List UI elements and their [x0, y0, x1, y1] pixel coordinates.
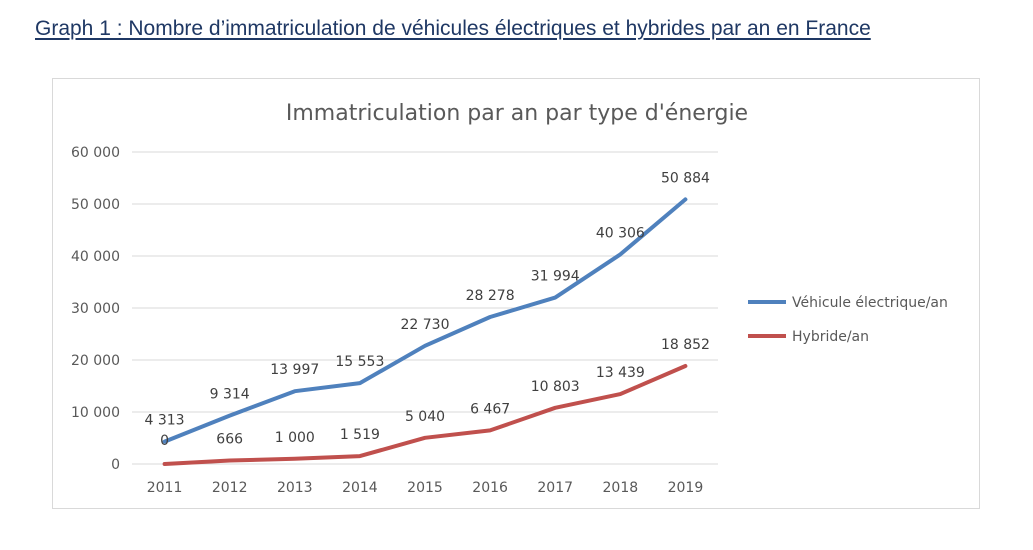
legend-label: Véhicule électrique/an	[792, 295, 948, 311]
series-line-electrique	[162, 197, 688, 444]
legend-label: Hybride/an	[792, 329, 869, 345]
data-label: 40 306	[596, 225, 645, 241]
data-label: 15 553	[335, 354, 384, 370]
y-tick-label: 10 000	[71, 405, 120, 421]
x-tick-label: 2011	[147, 480, 183, 496]
y-axis-ticks: 0 10 000 20 000 30 000 40 000 50 000 60 000	[71, 145, 120, 473]
series-line-hybride	[162, 364, 688, 466]
data-label: 666	[216, 432, 243, 448]
y-tick-label: 30 000	[71, 301, 120, 317]
x-tick-label: 2018	[603, 480, 639, 496]
x-axis-ticks: 2011 2012 2013 2014 2015 2016 2017 2018 2019	[147, 480, 704, 496]
data-labels: 4 313 9 314 13 997 15 553 22 730 28 278 31 994…	[145, 170, 711, 449]
data-label: 13 997	[270, 362, 319, 378]
page-heading: Graph 1 : Nombre d’immatriculation de vé…	[35, 17, 871, 40]
x-tick-label: 2015	[407, 480, 443, 496]
data-label: 5 040	[405, 409, 445, 425]
data-label: 10 803	[531, 379, 580, 395]
data-label: 1 519	[340, 427, 380, 443]
x-tick-label: 2019	[668, 480, 704, 496]
chart-title: Immatriculation par an par type d'énergi…	[286, 101, 748, 126]
data-label: 1 000	[275, 430, 315, 446]
data-label: 13 439	[596, 365, 645, 381]
data-label: 6 467	[470, 401, 510, 417]
y-tick-label: 0	[111, 457, 120, 473]
y-tick-label: 60 000	[71, 145, 120, 161]
x-tick-label: 2016	[472, 480, 508, 496]
y-tick-label: 50 000	[71, 197, 120, 213]
data-label: 22 730	[401, 317, 450, 333]
data-label: 9 314	[210, 387, 250, 403]
data-label: 28 278	[466, 288, 515, 304]
y-tick-label: 20 000	[71, 353, 120, 369]
data-label: 18 852	[661, 337, 710, 353]
data-label: 4 313	[145, 413, 185, 429]
series-lines	[162, 197, 688, 466]
legend: Véhicule électrique/an Hybride/an	[748, 295, 948, 345]
x-tick-label: 2014	[342, 480, 378, 496]
y-tick-label: 40 000	[71, 249, 120, 265]
x-tick-label: 2013	[277, 480, 313, 496]
data-label: 31 994	[531, 269, 580, 285]
gridlines	[132, 151, 718, 465]
data-label: 50 884	[661, 170, 710, 186]
data-label: 0	[160, 433, 169, 449]
chart-frame	[52, 78, 980, 509]
x-tick-label: 2017	[537, 480, 573, 496]
x-tick-label: 2012	[212, 480, 248, 496]
